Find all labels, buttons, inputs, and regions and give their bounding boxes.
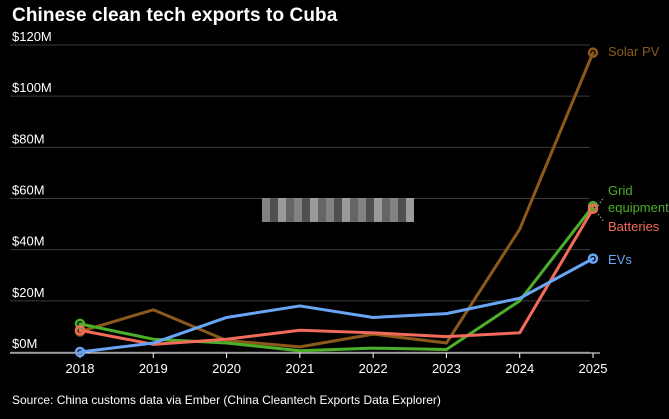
series-label: Solar PV	[608, 44, 660, 59]
series-lines	[78, 51, 595, 354]
series-line	[78, 257, 595, 354]
x-tick-label: 2019	[139, 361, 168, 376]
series-endpoint-marker	[587, 253, 599, 264]
y-tick-label: $120M	[12, 29, 52, 44]
y-tick-label: $20M	[12, 285, 45, 300]
label-leader-line	[597, 196, 605, 207]
x-tick-label: 2021	[285, 361, 314, 376]
label-leader-line	[597, 213, 605, 223]
y-tick-label: $0M	[12, 336, 37, 351]
x-tick-label: 2020	[212, 361, 241, 376]
y-tick-label: $60M	[12, 183, 45, 198]
chart-title: Chinese clean tech exports to Cuba	[12, 5, 338, 26]
end-markers	[74, 47, 599, 358]
series-endpoint-marker	[587, 203, 599, 214]
y-axis: $0M $20M $40M $60M $80M $100M $120M	[12, 29, 52, 351]
y-tick-label: $100M	[12, 80, 52, 95]
series-label: Grid	[608, 183, 633, 198]
series-label: equipment	[608, 200, 669, 215]
y-tick-label: $80M	[12, 131, 45, 146]
x-tick-label: 2018	[66, 361, 95, 376]
series-endpoint-marker	[74, 318, 86, 330]
series-line	[78, 51, 595, 349]
source-note: Source: China customs data via Ember (Ch…	[12, 393, 441, 407]
series-endpoint-marker	[74, 346, 86, 358]
x-tick-label: 2023	[432, 361, 461, 376]
x-tick-label: 2022	[359, 361, 388, 376]
series-label: EVs	[608, 252, 632, 267]
series-line	[78, 207, 595, 346]
y-tick-label: $40M	[12, 234, 45, 249]
series-label: Batteries	[608, 219, 660, 234]
series-endpoint-marker	[587, 47, 599, 58]
x-tick-label: 2024	[505, 361, 534, 376]
watermark-blur	[262, 198, 414, 222]
x-axis: 2018 2019 2020 2021 2022 2023 2024 2025	[10, 352, 608, 376]
x-tick-label: 2025	[579, 361, 608, 376]
series-line	[78, 204, 595, 353]
series-endpoint-marker	[74, 325, 86, 336]
series-labels: Solar PV Grid equipment Batteries EVs	[597, 44, 669, 267]
